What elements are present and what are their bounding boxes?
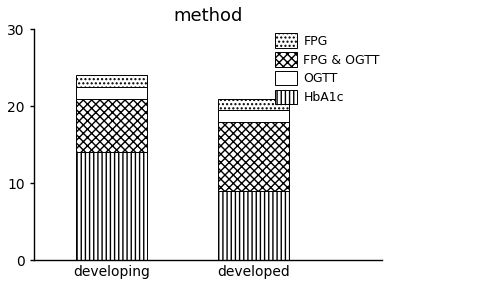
Bar [76,152,147,260]
Bar [218,191,289,260]
Bar [76,76,147,87]
Title: method: method [173,7,242,25]
Bar [218,99,289,110]
Legend: FPG, FPG & OGTT, OGTT, HbA1c: FPG, FPG & OGTT, OGTT, HbA1c [272,31,382,107]
Bar [76,87,147,99]
Bar [218,110,289,122]
Bar [76,99,147,152]
Bar [218,122,289,191]
